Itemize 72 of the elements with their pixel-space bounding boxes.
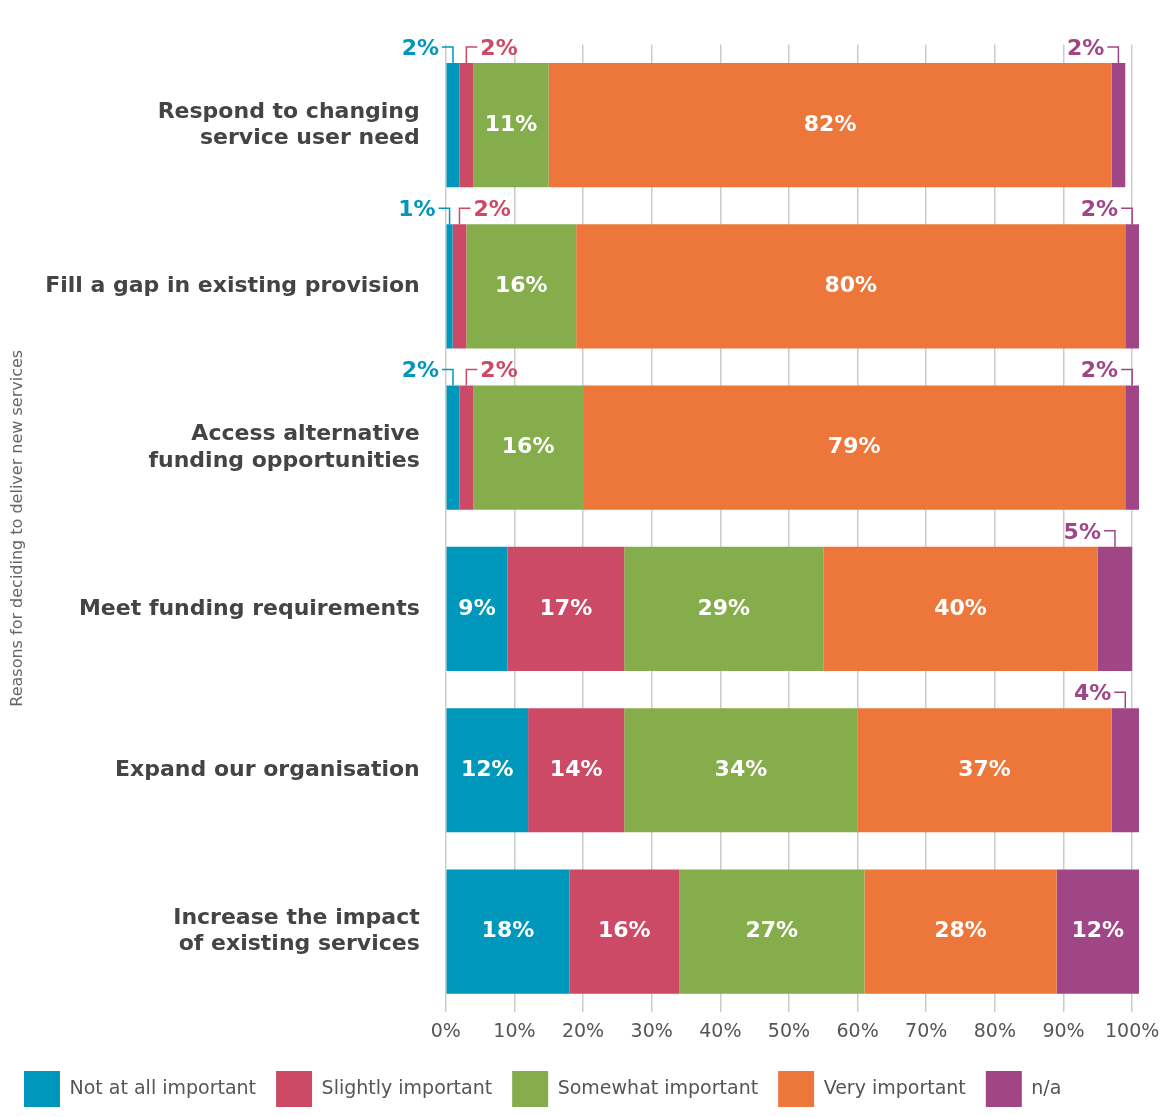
- y-tick-label: Respond to changing service user need: [157, 97, 420, 149]
- x-tick-label: 60%: [836, 1018, 879, 1041]
- data-label: 2%: [1080, 195, 1119, 221]
- bar: [624, 546, 824, 672]
- bar: [569, 869, 680, 994]
- bar: [823, 546, 1098, 672]
- bar: [1056, 869, 1139, 994]
- bar: [473, 385, 584, 510]
- bar: [576, 224, 1126, 349]
- data-label: 28%: [934, 917, 987, 943]
- data-label: 40%: [934, 594, 987, 620]
- x-tick-label: 100%: [1104, 1018, 1160, 1041]
- data-label: 2%: [1067, 34, 1105, 60]
- bar: [528, 708, 625, 833]
- data-label: 37%: [958, 755, 1011, 781]
- legend-label: Slightly important: [321, 1075, 493, 1098]
- bar: [857, 708, 1112, 833]
- x-tick-label: 30%: [630, 1018, 673, 1041]
- data-label: 12%: [460, 755, 514, 781]
- data-label: 16%: [501, 433, 555, 459]
- data-label: 11%: [484, 110, 538, 136]
- x-tick-label: 40%: [699, 1018, 742, 1041]
- data-label: 34%: [714, 755, 768, 781]
- bar: [624, 708, 858, 833]
- x-tick-label: 80%: [973, 1018, 1016, 1041]
- data-label: 2%: [480, 34, 518, 60]
- data-label: 16%: [494, 272, 548, 298]
- bar: [679, 869, 865, 994]
- y-tick-label: Expand our organisation: [115, 755, 420, 781]
- data-label: 2%: [1080, 357, 1119, 383]
- legend-label: n/a: [1031, 1075, 1062, 1098]
- bar: [466, 224, 577, 349]
- y-tick-label: Fill a gap in existing provision: [45, 272, 420, 298]
- data-label: 4%: [1073, 679, 1112, 705]
- bar: [473, 62, 549, 188]
- bar: [548, 62, 1112, 188]
- bar: [446, 869, 570, 994]
- data-label: 9%: [458, 594, 496, 620]
- data-label: 5%: [1063, 518, 1101, 544]
- x-tick-label: 90%: [1042, 1018, 1085, 1041]
- y-tick-label: Increase the impact of existing services: [173, 904, 421, 956]
- bar: [583, 385, 1126, 510]
- data-label: 18%: [481, 917, 535, 943]
- data-label: 2%: [401, 34, 439, 60]
- bar: [446, 708, 529, 833]
- data-label: 79%: [827, 433, 881, 459]
- data-label: 2%: [473, 195, 511, 221]
- x-tick-label: 10%: [493, 1018, 536, 1041]
- data-label: 2%: [401, 357, 439, 383]
- bar: [507, 546, 625, 672]
- data-label: 14%: [549, 755, 603, 781]
- data-label: 1%: [398, 195, 436, 221]
- x-tick-label: 20%: [561, 1018, 605, 1041]
- data-label: 29%: [697, 594, 751, 620]
- legend-label: Not at all important: [69, 1075, 257, 1098]
- y-axis-title: Reasons for deciding to deliver new services: [6, 349, 26, 707]
- x-tick-label: 70%: [905, 1018, 948, 1041]
- legend-label: Very important: [823, 1075, 966, 1098]
- data-label: 12%: [1071, 917, 1125, 943]
- bar: [864, 869, 1057, 994]
- data-label: 17%: [539, 594, 593, 620]
- x-tick-label: 0%: [430, 1018, 461, 1041]
- y-tick-label: Access alternative funding opportunities: [148, 420, 420, 472]
- y-tick-label: Meet funding requirements: [78, 594, 420, 620]
- legend-label: Somewhat important: [557, 1075, 759, 1098]
- data-label: 82%: [803, 110, 857, 136]
- data-label: 27%: [745, 917, 799, 943]
- data-label: 16%: [597, 917, 651, 943]
- data-label: 80%: [824, 272, 878, 298]
- data-label: 2%: [480, 357, 518, 383]
- x-tick-label: 50%: [767, 1018, 811, 1041]
- bar: [446, 546, 508, 672]
